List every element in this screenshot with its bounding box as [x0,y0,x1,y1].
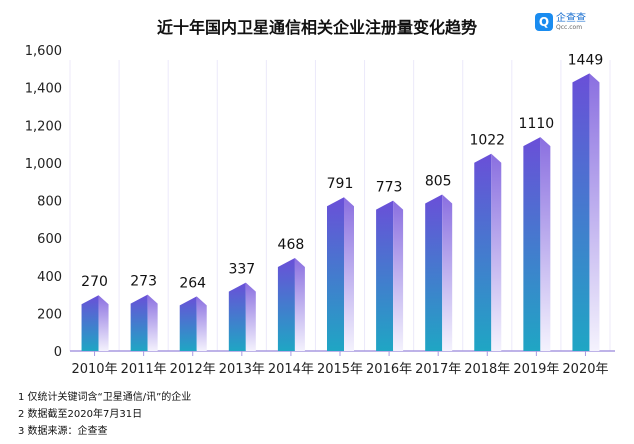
data-label: 805 [425,174,452,190]
data-label: 270 [81,274,108,290]
data-label: 773 [376,180,403,196]
y-tick-label: 1,000 [25,157,62,172]
bar-side [294,257,305,351]
footnote: 2 数据截至2020年7月31日 [18,409,143,420]
bar-side [147,294,158,351]
bar-front [376,200,394,351]
data-label: 1449 [568,52,604,68]
logo-domain: Qcc.com [556,23,583,31]
x-tick-label: 2015年 [317,362,363,377]
footnote: 3 数据来源：企查查 [18,426,108,437]
x-tick-label: 2010年 [71,362,117,377]
bar-side [491,153,502,351]
x-tick-label: 2019年 [513,362,559,377]
bar-front [228,282,246,351]
y-tick-label: 400 [37,270,62,285]
footnote: 1 仅统计关键词含“卫星通信/讯”的企业 [18,392,192,403]
data-label: 337 [228,262,255,278]
bar-side [245,282,256,351]
data-label: 468 [278,237,305,253]
bar-side [344,197,354,351]
data-label: 273 [130,274,157,290]
logo-name: 企查查 [556,12,586,24]
qcc-logo: Q 企查查 Qcc.com [535,13,586,31]
bar-side [196,296,207,351]
x-tick-label: 2013年 [219,362,265,377]
bar-side [589,73,600,352]
bar-front [474,153,492,351]
bar-front [277,257,295,351]
x-tick-label: 2020年 [562,362,608,377]
x-tick-label: 2012年 [170,362,216,377]
data-label: 791 [327,176,354,192]
y-tick-label: 600 [37,232,62,247]
x-tick-label: 2017年 [415,362,461,377]
bar-side [442,194,453,351]
bar-front [425,194,443,351]
qcc-logo-icon: Q [535,13,553,31]
bar-front [327,197,344,351]
bar-side [98,295,109,351]
chart-title: 近十年国内卫星通信相关企业注册量变化趋势 [156,18,477,37]
y-tick-label: 1,400 [25,82,62,97]
y-tick-label: 800 [37,195,62,210]
bar-side [393,200,404,351]
bar-front [81,295,99,351]
bar-front [523,137,541,351]
footnotes: 1 仅统计关键词含“卫星通信/讯”的企业 2 数据截至2020年7月31日 3 … [18,389,191,440]
x-tick-label: 2018年 [464,362,510,377]
bar-front [130,294,148,351]
y-tick-label: 0 [54,345,62,360]
data-label: 1022 [469,133,505,149]
bar-front [179,296,197,351]
y-tick-label: 1,600 [25,44,62,59]
x-tick-label: 2016年 [366,362,412,377]
x-tick-label: 2011年 [121,362,167,377]
y-tick-label: 200 [37,307,62,322]
data-label: 1110 [519,116,555,132]
x-tick-label: 2014年 [268,362,314,377]
y-tick-label: 1,200 [25,119,62,134]
bar-front [572,73,590,352]
bar-side [540,137,551,351]
data-label: 264 [179,275,206,291]
